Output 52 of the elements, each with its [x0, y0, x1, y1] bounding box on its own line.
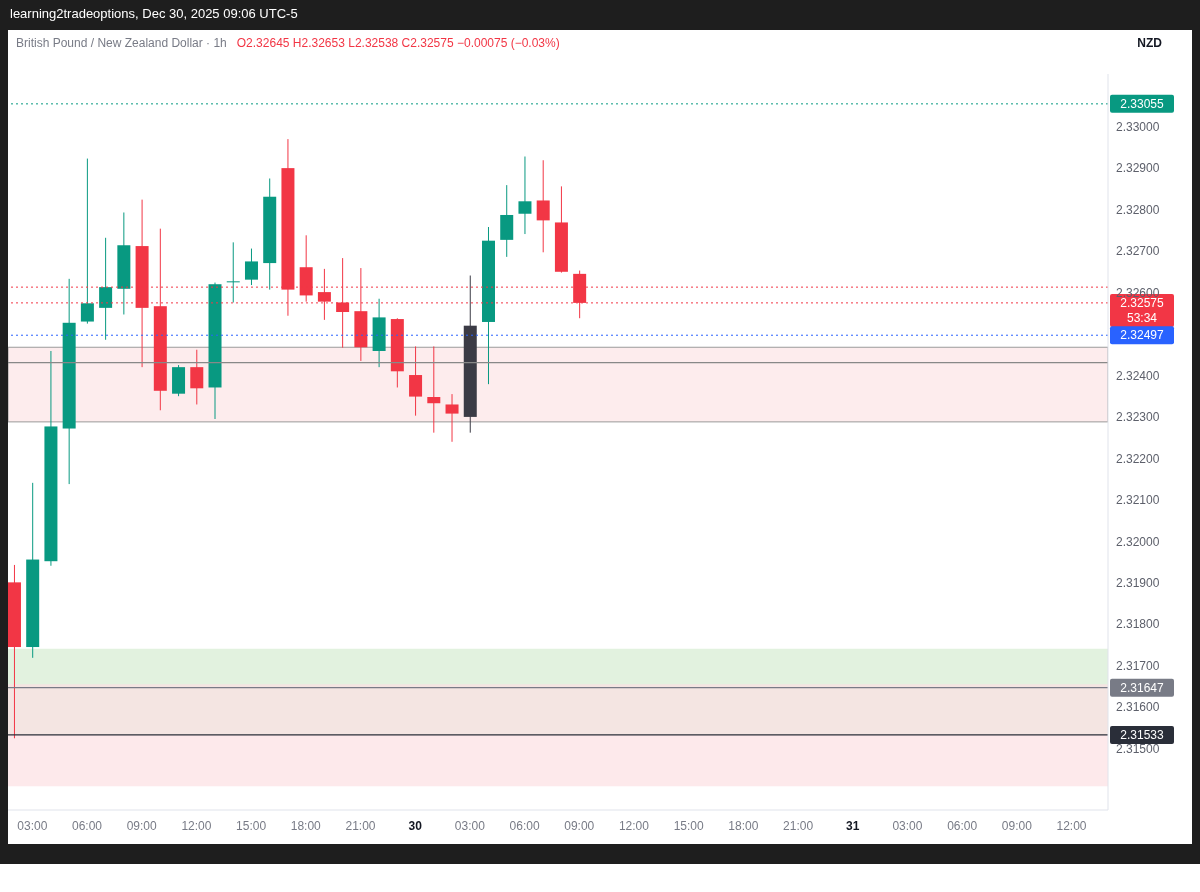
- x-tick-label: 06:00: [509, 819, 540, 833]
- x-tick-label: 12:00: [181, 819, 212, 833]
- candlestick: [80, 158, 94, 325]
- x-tick-label: 15:00: [673, 819, 704, 833]
- y-tick-label: 2.32300: [1116, 410, 1160, 425]
- y-tick-label: 2.31700: [1116, 658, 1160, 673]
- ref-line-label: 2.33055: [1120, 96, 1165, 111]
- y-tick-label: 2.31900: [1116, 576, 1160, 591]
- x-tick-label: 06:00: [947, 819, 978, 833]
- ref-line-label: 2.32497: [1120, 328, 1165, 343]
- candlestick: [226, 241, 240, 303]
- y-tick-label: 2.32400: [1116, 368, 1160, 383]
- x-tick-label: 18:00: [290, 819, 322, 833]
- x-tick-label: 03:00: [17, 819, 48, 833]
- x-tick-label: 09:00: [126, 819, 158, 833]
- chart-title: British Pound / New Zealand Dollar · 1h: [16, 36, 227, 52]
- x-tick-label: 09:00: [1001, 819, 1033, 833]
- x-tick-label: 03:00: [454, 819, 486, 833]
- ref-line-label: 2.31647: [1120, 680, 1165, 695]
- y-tick-label: 2.32200: [1116, 451, 1160, 466]
- y-tick-label: 2.32900: [1116, 161, 1160, 176]
- candlestick: [427, 345, 441, 434]
- x-tick-label: 12:00: [618, 819, 650, 833]
- x-tick-label: 18:00: [728, 819, 759, 833]
- candlestick: [445, 393, 459, 443]
- x-tick-label: 12:00: [1056, 819, 1087, 833]
- x-tick-label: 30: [408, 819, 423, 833]
- y-tick-label: 2.32000: [1116, 534, 1160, 549]
- candlestick: [518, 156, 532, 235]
- y-tick-label: 2.31500: [1116, 741, 1160, 756]
- x-tick-label: 21:00: [345, 819, 376, 833]
- y-tick-label: 2.32100: [1116, 493, 1160, 508]
- y-tick-label: 2.31600: [1116, 700, 1160, 715]
- x-tick-label: 15:00: [236, 819, 267, 833]
- text: learning2tradeoptions, Dec 30, 2025 09:06 UTC-5: [9, 5, 299, 23]
- candlestick: [409, 345, 423, 417]
- candlestick: [99, 237, 113, 341]
- x-tick-label: 31: [846, 819, 860, 833]
- ref-line-label: 2.31533: [1120, 727, 1165, 742]
- x-tick-label: 03:00: [892, 819, 923, 833]
- x-tick-label: 06:00: [71, 819, 103, 833]
- candlestick: [244, 248, 258, 286]
- y-tick-label: 2.32700: [1116, 244, 1160, 259]
- y-tick-label: 2.31800: [1116, 617, 1160, 632]
- x-tick-label: 21:00: [783, 819, 814, 833]
- text: O2.32645 H2.32653 L2.32538 C2.32575 −0.00075 (−0.03%): [236, 36, 560, 52]
- y-tick-label: 2.33000: [1116, 119, 1160, 134]
- y-tick-label: 2.32800: [1116, 202, 1160, 217]
- x-tick-label: 09:00: [564, 819, 595, 833]
- candlestick: [190, 349, 204, 405]
- candlestick: [536, 159, 550, 253]
- y-axis-title: NZD: [1137, 36, 1162, 52]
